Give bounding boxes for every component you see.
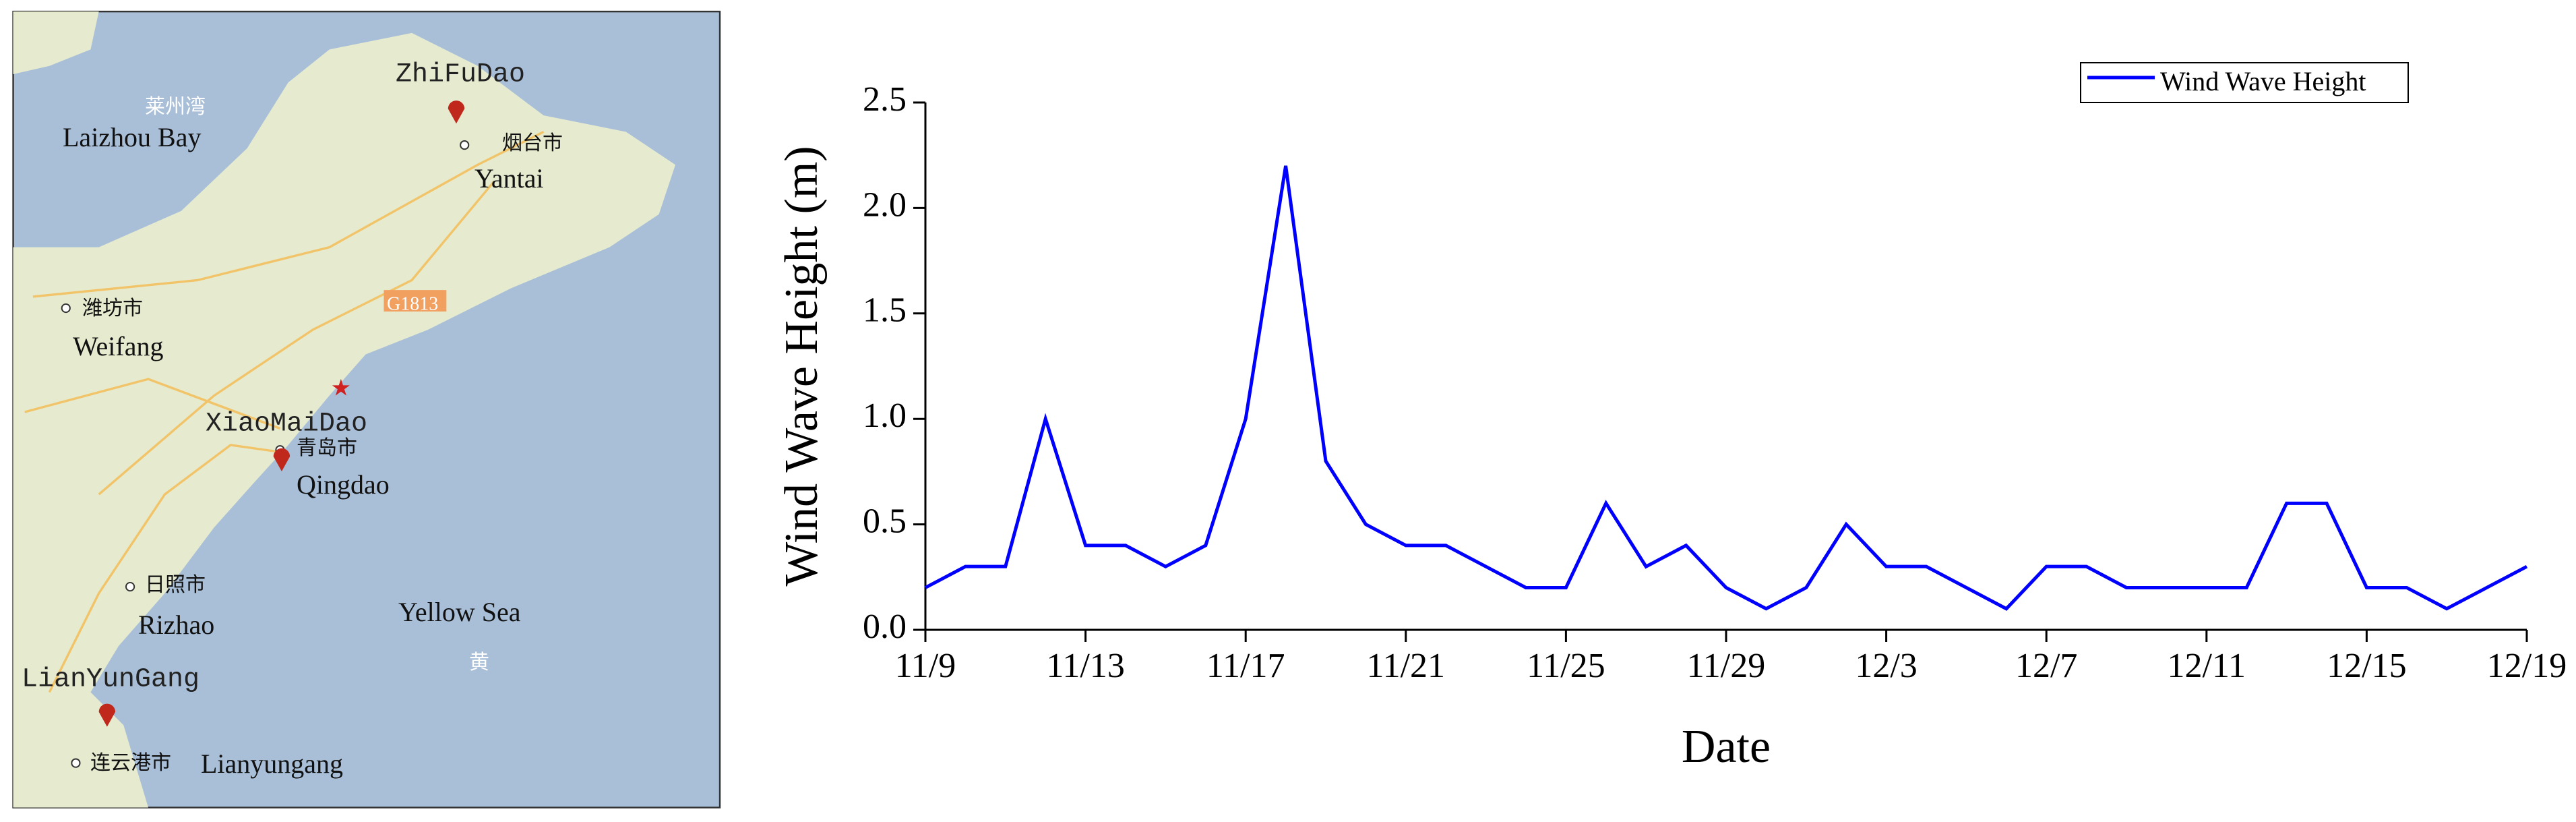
x-axis-title: Date [1682, 721, 1771, 773]
map-land-top [13, 11, 99, 74]
map-label: 日照市 [145, 574, 206, 596]
city-dot [125, 581, 135, 592]
map-label: Lianyungang [201, 748, 343, 779]
x-tick-label: 12/3 [1855, 647, 1917, 685]
city-dot [71, 758, 81, 768]
map-label: 青岛市 [297, 437, 357, 459]
map-label: 黄 [469, 651, 489, 674]
map-roads [24, 130, 545, 693]
map: ★ [12, 10, 721, 809]
map-label: Laizhou Bay [63, 122, 202, 152]
map-label: Rizhao [138, 610, 214, 640]
road-shield [384, 290, 447, 312]
pin [98, 703, 116, 727]
x-tick-label: 11/25 [1527, 647, 1605, 685]
pin [448, 100, 465, 124]
city-dot [460, 140, 470, 150]
x-tick-label: 11/21 [1367, 647, 1446, 685]
map-label: 莱州湾 [145, 96, 206, 118]
map-label: Yellow Sea [398, 597, 521, 627]
x-tick-label: 12/7 [2015, 647, 2077, 685]
x-tick-label: 11/13 [1046, 647, 1125, 685]
x-tick-label: 11/29 [1687, 647, 1766, 685]
map-label: 烟台市 [502, 132, 563, 154]
legend-label: Wind Wave Height [2160, 66, 2366, 96]
map-label: XiaoMaiDao [206, 409, 367, 440]
legend-box [2080, 62, 2409, 103]
map-label: Qingdao [297, 469, 390, 500]
y-axis-title: Wind Wave Height (m) [776, 146, 828, 586]
x-tick-label: 12/19 [2487, 647, 2567, 685]
map-pins [98, 100, 465, 727]
site-star: ★ [331, 376, 352, 401]
x-tick-label: 12/15 [2327, 647, 2406, 685]
map-label: G1813 [387, 293, 438, 314]
y-tick-label: 1.0 [863, 397, 907, 435]
city-dot [61, 303, 71, 314]
y-tick-label: 1.5 [863, 291, 907, 330]
x-tick-label: 11/17 [1206, 647, 1285, 685]
map-label: ZhiFuDao [396, 60, 525, 90]
x-tick-label: 12/11 [2168, 647, 2246, 685]
x-tick-label: 11/9 [895, 647, 956, 685]
map-label: 连云港市 [90, 752, 171, 774]
y-tick-label: 0.0 [863, 608, 907, 646]
pin [273, 448, 290, 471]
data-line [924, 165, 2528, 611]
y-tick-label: 2.5 [863, 80, 907, 119]
map-label: LianYunGang [22, 665, 200, 695]
map-label: Yantai [474, 163, 544, 194]
map-land [13, 32, 676, 808]
map-label: Weifang [73, 331, 164, 361]
y-tick-label: 0.5 [863, 502, 907, 541]
y-tick-label: 2.0 [863, 185, 907, 224]
map-label: 潍坊市 [82, 297, 143, 320]
